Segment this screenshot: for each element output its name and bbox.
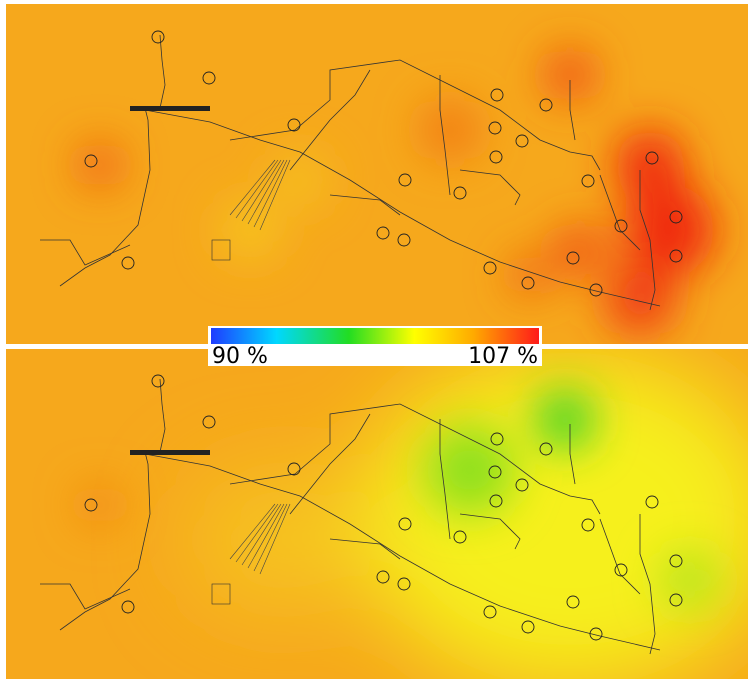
heatmap-top — [6, 4, 748, 344]
heatmap-bottom — [6, 349, 752, 681]
heatmap-figure: 90 % 107 % — [0, 0, 752, 681]
colorbar-max-label: 107 % — [468, 344, 538, 369]
colorbar-min-label: 90 % — [212, 344, 268, 369]
colorbar: 90 % 107 % — [208, 326, 542, 369]
page: 90 % 107 % (() => { const data = JSON.pa… — [0, 0, 752, 681]
